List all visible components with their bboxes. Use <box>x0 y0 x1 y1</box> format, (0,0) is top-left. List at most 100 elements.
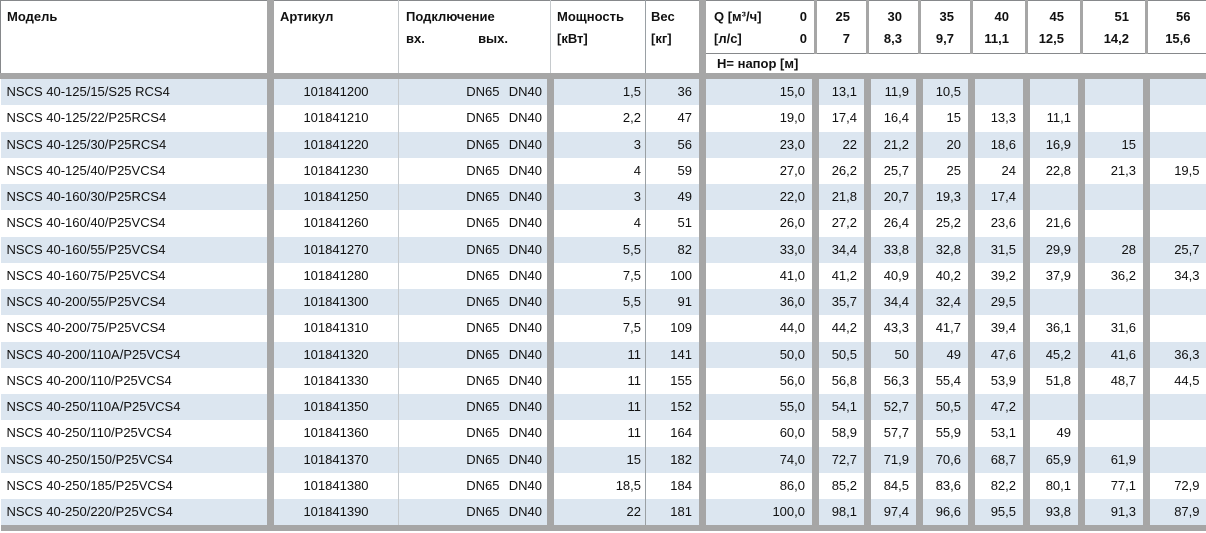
cell-head-q25: 44,2 <box>815 315 871 342</box>
cell-head-q25: 21,8 <box>815 184 871 211</box>
header-q-col-25: 25 7 <box>815 0 869 54</box>
cell-head-q0: 60,0 <box>702 420 819 447</box>
table-row: NSCS 40-125/30/P25RCS4 101841220 DN65 DN… <box>0 131 1206 158</box>
cell-outlet: DN40 <box>505 210 554 237</box>
cell-power: 3 <box>550 184 646 211</box>
cell-inlet: DN65 <box>398 499 506 532</box>
header-q-zero-m3h: 0 <box>799 9 807 24</box>
cell-model: NSCS 40-200/75/P25VCS4 <box>0 315 274 342</box>
cell-head-q51: 48,7 <box>1081 367 1150 394</box>
cell-head-q45: 45,2 <box>1026 341 1085 368</box>
cell-head-q56: 72,9 <box>1174 477 1200 493</box>
cell-inlet: DN65 <box>466 346 500 362</box>
cell-head-q35: 55,9 <box>919 420 975 447</box>
cell-head-q0: 19,0 <box>702 105 819 132</box>
table-row: NSCS 40-125/15/S25 RCS4 101841200 DN65 D… <box>0 76 1206 106</box>
cell-inlet: DN65 <box>466 294 500 309</box>
cell-head-q25: 41,2 <box>815 262 871 289</box>
cell-head-q40: 23,6 <box>971 210 1030 237</box>
cell-head-q40: 39,2 <box>971 262 1030 289</box>
cell-inlet: DN65 <box>466 110 500 126</box>
table-row: NSCS 40-160/40/P25VCS4 101841260 DN65 DN… <box>0 210 1206 237</box>
cell-head-q51 <box>1081 420 1150 447</box>
cell-outlet: DN40 <box>505 262 554 289</box>
cell-head-q51: 28 <box>1081 236 1150 263</box>
cell-power: 3 <box>550 131 646 158</box>
table-row: NSCS 40-200/110/P25VCS4 101841330 DN65 D… <box>0 367 1206 394</box>
header-row-main: Модель Артикул Подключение вх. вых. Мощн… <box>0 0 1206 79</box>
cell-head-q30: 16,4 <box>867 105 923 132</box>
header-q-col-30: 30 8,3 <box>867 0 921 54</box>
cell-weight: 49 <box>645 184 706 211</box>
cell-head-q30: 26,4 <box>867 210 923 237</box>
cell-head-q56 <box>1147 289 1206 315</box>
cell-head-q30: 97,4 <box>867 499 923 532</box>
cell-power: 5,5 <box>550 289 646 316</box>
cell-outlet: DN40 <box>505 367 554 394</box>
cell-inlet: DN65 <box>466 241 500 257</box>
cell-outlet: DN40 <box>505 315 554 342</box>
cell-model: NSCS 40-160/30/P25RCS4 <box>0 184 274 211</box>
header-inlet-label: вх. <box>406 31 425 46</box>
table-row: NSCS 40-200/75/P25VCS4 101841310 DN65 DN… <box>0 315 1206 342</box>
cell-head-q30: 56,3 <box>867 367 923 394</box>
cell-head-q40: 68,7 <box>971 446 1030 473</box>
table-row: NSCS 40-125/22/P25RCS4 101841210 DN65 DN… <box>0 105 1206 132</box>
cell-inlet: DN65 <box>466 162 500 178</box>
cell-head-q40: 47,2 <box>971 394 1030 421</box>
cell-head-q0: 26,0 <box>702 210 819 237</box>
table-row: NSCS 40-200/55/P25VCS4 101841300 DN65 DN… <box>0 289 1206 316</box>
cell-head-q56 <box>1147 184 1206 210</box>
cell-head-q0: 55,0 <box>702 394 819 421</box>
cell-head-q25: 34,4 <box>815 236 871 263</box>
header-q-ls-line: [л/с] 0 <box>714 28 807 50</box>
cell-head-q35: 20 <box>919 131 975 158</box>
cell-outlet: DN40 <box>505 184 554 211</box>
cell-model: NSCS 40-250/220/P25VCS4 <box>0 499 274 532</box>
cell-head-q56: 36,3 <box>1174 346 1200 362</box>
cell-article: 101841320 <box>270 341 399 368</box>
cell-model: NSCS 40-160/40/P25VCS4 <box>0 210 274 237</box>
header-q-m3h-line: Q [м³/ч] 0 <box>714 6 807 28</box>
header-row-head-units: Н= напор [м] <box>1 53 1206 79</box>
cell-power: 5,5 <box>550 236 646 263</box>
cell-head-q56: 34,3 <box>1174 267 1200 283</box>
cell-article: 101841210 <box>270 105 399 132</box>
cell-head-q35: 25,2 <box>919 210 975 237</box>
header-weight-unit: [кг] <box>651 31 672 46</box>
cell-head-q40: 18,6 <box>971 131 1030 158</box>
cell-head-q56 <box>1147 210 1206 236</box>
header-q-label: Q [м³/ч] <box>714 9 762 24</box>
header-article-label: Артикул <box>280 9 334 24</box>
cell-head-q30: 34,4 <box>867 289 923 316</box>
header-ls-label: [л/с] <box>714 31 742 46</box>
q-ls-value: 15,6 <box>1165 31 1191 46</box>
cell-weight: 141 <box>645 341 706 368</box>
table-header: Модель Артикул Подключение вх. вых. Мощн… <box>0 0 1206 79</box>
cell-outlet: DN40 <box>505 499 554 532</box>
cell-head-q0: 36,0 <box>702 289 819 316</box>
cell-head-q45 <box>1026 289 1085 316</box>
cell-head-q45: 21,6 <box>1026 210 1085 237</box>
cell-head-q40: 82,2 <box>971 472 1030 499</box>
header-q-zero: Q [м³/ч] 0 [л/с] 0 <box>702 0 817 54</box>
cell-head-q45: 16,9 <box>1026 131 1085 158</box>
cell-head-q0: 41,0 <box>702 262 819 289</box>
cell-outlet: DN40 <box>505 394 554 421</box>
cell-article: 101841230 <box>270 157 399 184</box>
cell-head-q51: 31,6 <box>1081 315 1150 342</box>
cell-head-q56 <box>1147 394 1206 420</box>
cell-article: 101841370 <box>270 446 399 473</box>
cell-head-q51 <box>1081 394 1150 421</box>
cell-model: NSCS 40-250/185/P25VCS4 <box>0 472 274 499</box>
header-q-col-40: 40 11,1 <box>971 0 1028 54</box>
cell-head-q0: 23,0 <box>702 131 819 158</box>
cell-head-q30: 43,3 <box>867 315 923 342</box>
cell-head-q30: 33,8 <box>867 236 923 263</box>
header-connection-label: Подключение <box>406 9 495 24</box>
cell-head-q25: 22 <box>815 131 871 158</box>
cell-inlet: DN65 <box>466 477 500 493</box>
cell-head-q35: 25 <box>919 157 975 184</box>
cell-head-q30: 11,9 <box>867 76 923 106</box>
cell-head-q35: 50,5 <box>919 394 975 421</box>
